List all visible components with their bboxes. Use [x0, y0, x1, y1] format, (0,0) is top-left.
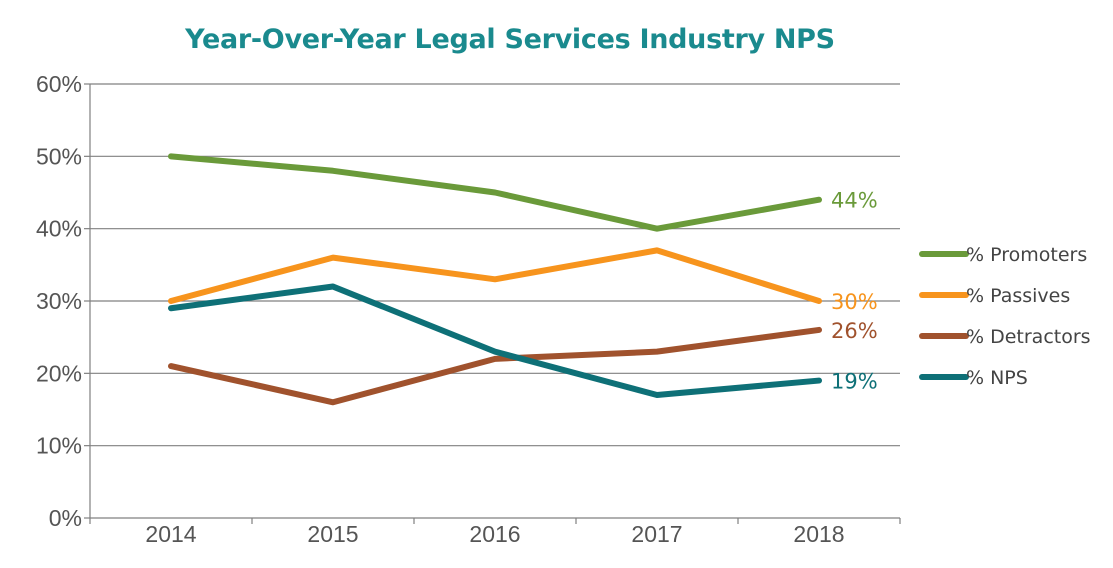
legend-label: % Detractors	[966, 326, 1091, 348]
chart-title: Year-Over-Year Legal Services Industry N…	[185, 24, 835, 55]
x-tick-label: 2018	[793, 521, 844, 547]
y-tick-label: 20%	[36, 360, 82, 386]
y-tick-label: 60%	[36, 71, 82, 97]
x-tick-label: 2016	[469, 521, 520, 547]
y-tick-label: 30%	[36, 288, 82, 314]
x-tick-label: 2017	[631, 521, 682, 547]
y-tick-label: 10%	[36, 433, 82, 459]
series-line-detractors	[168, 326, 822, 406]
x-tick-label: 2014	[145, 521, 196, 547]
legend-label: % Promoters	[966, 244, 1087, 266]
y-tick-label: 50%	[36, 143, 82, 169]
x-tick-label: 2015	[307, 521, 358, 547]
data-label: 26%	[831, 319, 878, 343]
legend: % Promoters % Passives % Detractors % NPS	[919, 244, 1091, 389]
data-label: 19%	[831, 370, 878, 394]
axes: 0% 10% 20% 30% 40% 50% 60% 2014 2015 2016 2017 2018	[36, 71, 901, 547]
legend-label: % Passives	[966, 285, 1070, 307]
series-line-promoters	[168, 153, 822, 232]
series-lines	[168, 153, 822, 406]
series-line-passives	[168, 247, 822, 304]
gridlines	[90, 83, 900, 447]
data-label: 30%	[831, 290, 878, 314]
legend-label: % NPS	[966, 367, 1028, 389]
y-tick-label: 40%	[36, 216, 82, 242]
data-labels: 44% 30% 26% 19%	[831, 189, 878, 394]
series-line-nps	[168, 283, 822, 399]
data-label: 44%	[831, 189, 878, 213]
y-tick-label: 0%	[49, 505, 82, 531]
